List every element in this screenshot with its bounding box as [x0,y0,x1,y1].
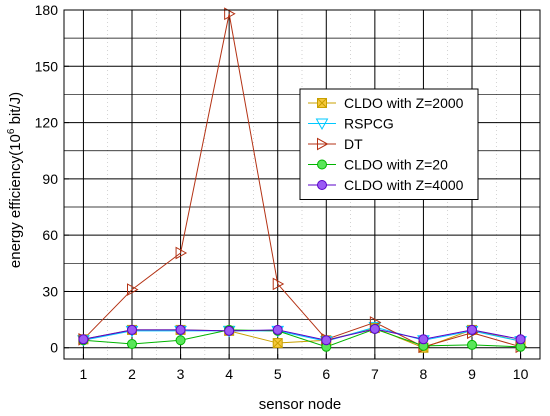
y-tick-label: 0 [50,340,58,356]
x-tick-label: 10 [513,366,529,382]
legend-swatch-marker [317,137,329,151]
data-point [127,324,137,335]
marker-cross [317,98,327,108]
y-tick-label: 30 [42,283,58,299]
x-tick-label: 3 [177,366,185,382]
data-point [418,334,429,345]
y-axis-title: energy efficiency(106 bit/J) [6,92,24,268]
data-point [127,338,137,349]
legend-label: CLDO with Z=4000 [344,177,464,193]
y-tick-label: 150 [35,58,59,74]
x-tick-label: 1 [80,366,88,382]
legend-label: DT [344,136,363,152]
x-tick-label: 5 [274,366,282,382]
marker-cross [272,338,283,348]
series-line [83,326,521,342]
x-tick-label: 7 [371,366,379,382]
series-lines [83,13,521,349]
series-line [83,328,521,341]
y-tick-label: 120 [35,115,59,131]
data-point [127,283,139,296]
legend-swatch-marker [315,118,329,131]
legend-item: CLDO with Z=2000 [308,95,464,111]
x-axis-title: sensor node [259,396,342,413]
data-point [467,324,477,335]
legend-label: CLDO with Z=2000 [344,95,464,111]
data-point [78,334,89,345]
legend-swatch-marker [317,98,327,108]
legend-item: CLDO with Z=4000 [308,177,464,193]
data-point [175,324,186,335]
data-point [224,7,236,21]
y-axis-title-unit: bit/J) [7,92,24,129]
y-axis-title-main: energy efficiency(10 [7,134,24,268]
legend-item: RSPCG [308,116,394,132]
y-axis-title-exponent: 6 [6,128,17,134]
data-point [175,246,188,260]
plot-frame [63,9,541,360]
data-point [369,323,380,334]
legend-item: DT [308,136,363,152]
data-point [515,334,526,345]
legend-item: CLDO with Z=20 [308,157,448,173]
legend: CLDO with Z=2000 RSPCG DT CLDO with Z=20 CLD… [299,88,479,200]
x-tick-label: 6 [322,366,330,382]
data-point [467,339,477,350]
x-axis-ticks: 1 2 3 4 5 6 7 8 9 10 [80,354,529,382]
legend-label: CLDO with Z=20 [344,157,448,173]
y-tick-label: 180 [35,2,59,18]
legend-label: RSPCG [344,116,394,132]
data-point [272,338,283,349]
data-point [272,324,283,335]
y-axis-ticks: 0 30 60 90 120 150 180 [35,2,69,356]
data-point [321,335,332,346]
series-line [83,328,521,348]
y-tick-label: 60 [42,227,58,243]
data-point [175,335,186,346]
x-tick-label: 2 [128,366,136,382]
y-tick-label: 90 [42,171,58,187]
series-line [83,13,521,348]
x-tick-label: 8 [420,366,428,382]
series-markers [77,7,528,354]
data-point [272,277,285,291]
data-point [224,325,235,336]
series-markers-group [78,323,526,346]
x-tick-label: 9 [468,366,476,382]
legend-swatch-marker [317,180,327,190]
legend-swatch-marker [317,159,327,170]
x-tick-label: 4 [225,366,233,382]
